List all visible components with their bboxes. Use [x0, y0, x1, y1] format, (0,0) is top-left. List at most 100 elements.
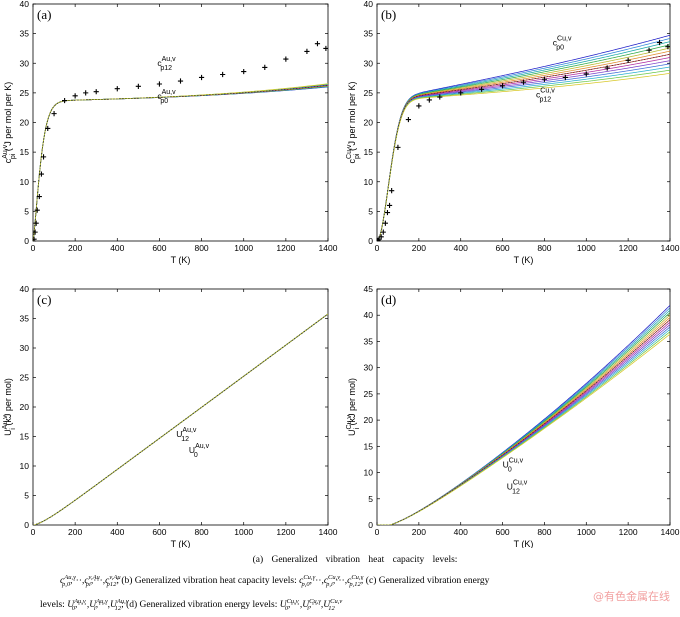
panel-tag: (c)	[37, 292, 51, 307]
x-tick-label: 1200	[619, 243, 638, 253]
y-label-sub: pi	[10, 153, 17, 159]
x-tick-label: 0	[375, 243, 380, 253]
data-marker	[283, 56, 289, 62]
y-label-base: U	[347, 430, 357, 437]
series-line-3	[33, 85, 328, 241]
series-line-11	[33, 313, 328, 525]
series-line-7	[33, 313, 328, 525]
x-tick-label: 400	[454, 527, 468, 537]
x-tick-label: 0	[31, 527, 36, 537]
data-marker	[220, 71, 226, 78]
data-marker	[384, 209, 391, 216]
series-line-5	[33, 85, 328, 241]
series-line-12	[33, 83, 328, 241]
caption-text: ; (b) Generalized vibration heat capacit…	[116, 576, 300, 587]
caption-line-3: levels: UAu,v0,⋯,UAu,vi,⋯,UAu,v12; (d) G…	[40, 598, 342, 613]
panel-tag: (b)	[381, 7, 396, 22]
curve-annotation: UCu,v 0	[503, 457, 524, 473]
series-line-8	[33, 84, 328, 241]
y-tick-label: 40	[364, 310, 374, 320]
series-line-3	[377, 312, 670, 525]
annotation-base: U	[176, 429, 182, 439]
y-tick-label: 25	[364, 389, 374, 399]
caption-text: ,⋯,	[287, 600, 303, 611]
data-marker	[625, 57, 631, 63]
y-tick-label: 25	[20, 373, 30, 383]
y-tick-label: 25	[364, 88, 374, 98]
data-marker	[416, 103, 422, 109]
caption-symbol: cv,Aup12	[105, 574, 121, 589]
chart-panel-a: 0 200 400 600 800 1000 1200 1400 0 5 10 15 20 25 30 35 4…	[2, 0, 338, 265]
annotation-sup: Au,v	[162, 56, 177, 63]
y-label-sub: i	[10, 428, 17, 430]
y-tick-label: 30	[364, 58, 374, 68]
y-label-sup: Cu,v	[346, 415, 353, 430]
y-tick-label: 30	[20, 343, 30, 353]
caption-text: ,⋯,	[308, 600, 324, 611]
series-line-3	[377, 44, 670, 241]
data-marker	[386, 202, 393, 209]
data-marker	[479, 86, 485, 92]
y-tick-label: 40	[20, 0, 30, 9]
annotation-sup: Cu,v	[540, 88, 555, 95]
x-tick-label: 800	[537, 243, 551, 253]
series-line-10	[33, 83, 328, 241]
curve-annotation: cCu,v p12	[536, 88, 555, 104]
caption-symbol: cCu,vp,i	[323, 574, 341, 589]
y-tick-label: 15	[364, 441, 374, 451]
y-tick-label: 5	[24, 206, 29, 216]
data-marker	[380, 229, 386, 235]
caption-symbol: UCu,v0	[279, 598, 299, 613]
x-tick-label: 200	[412, 243, 426, 253]
curve-annotation: UAu,v 0	[189, 443, 210, 459]
annotation-sup: Cu,v	[513, 479, 528, 486]
watermark: @有色金属在线	[593, 590, 670, 603]
y-tick-label: 20	[20, 118, 30, 128]
figure-caption: (a) Generalized vibration heat capacity …	[40, 552, 670, 617]
series-line-6	[33, 84, 328, 241]
series-line-4	[33, 85, 328, 241]
caption-symbol: UAu,v0	[67, 598, 86, 613]
caption-text: ; (d) Generalized vibration energy level…	[121, 600, 280, 611]
series-core-line	[33, 85, 328, 241]
caption-text: ,⋯,	[309, 576, 324, 587]
data-marker	[541, 76, 548, 82]
series-line-11	[377, 331, 670, 525]
data-marker	[33, 236, 37, 241]
data-marker	[135, 83, 141, 89]
caption-text: ,⋯,	[90, 576, 106, 587]
caption-symbol: UAu,v12	[109, 598, 129, 613]
panel-tag: (a)	[37, 7, 51, 22]
data-marker	[40, 154, 47, 160]
x-tick-label: 400	[110, 527, 124, 537]
figure-svg: 0 200 400 600 800 1000 1200 1400051015202530354…	[2, 0, 680, 548]
y-axis-label: UCu,vi (kJ per mol)	[346, 378, 361, 436]
x-tick-label: 400	[454, 243, 468, 253]
data-marker	[33, 229, 38, 235]
x-axis-label: T (K)	[171, 255, 191, 265]
caption-symbol: UCu,vi	[302, 598, 322, 613]
annotation-base: c	[553, 37, 558, 47]
y-tick-label: 35	[364, 29, 374, 39]
series-line-0	[33, 313, 328, 525]
annotation-base: c	[157, 91, 162, 101]
series-line-2	[377, 309, 670, 525]
data-marker	[437, 94, 443, 100]
x-tick-label: 1400	[661, 527, 680, 537]
series-group	[377, 305, 670, 525]
data-marker	[156, 81, 163, 87]
annotation-sup: Au,v	[182, 427, 197, 434]
series-line-8	[33, 313, 328, 525]
y-label-sub: pi	[354, 153, 361, 159]
x-tick-label: 200	[412, 527, 426, 537]
caption-text: ,⋯,	[70, 576, 85, 587]
x-tick-label: 600	[495, 527, 509, 537]
x-axis-label: T (K)	[171, 539, 191, 548]
annotation-sub: p0	[556, 44, 564, 51]
series-line-4	[377, 314, 670, 525]
annotation-sub: 12	[181, 436, 189, 443]
annotation-sub: 12	[512, 488, 520, 495]
annotation-base: U	[503, 459, 509, 469]
annotation-base: U	[507, 481, 513, 491]
caption-symbol: cAu,vp,0	[60, 574, 76, 589]
